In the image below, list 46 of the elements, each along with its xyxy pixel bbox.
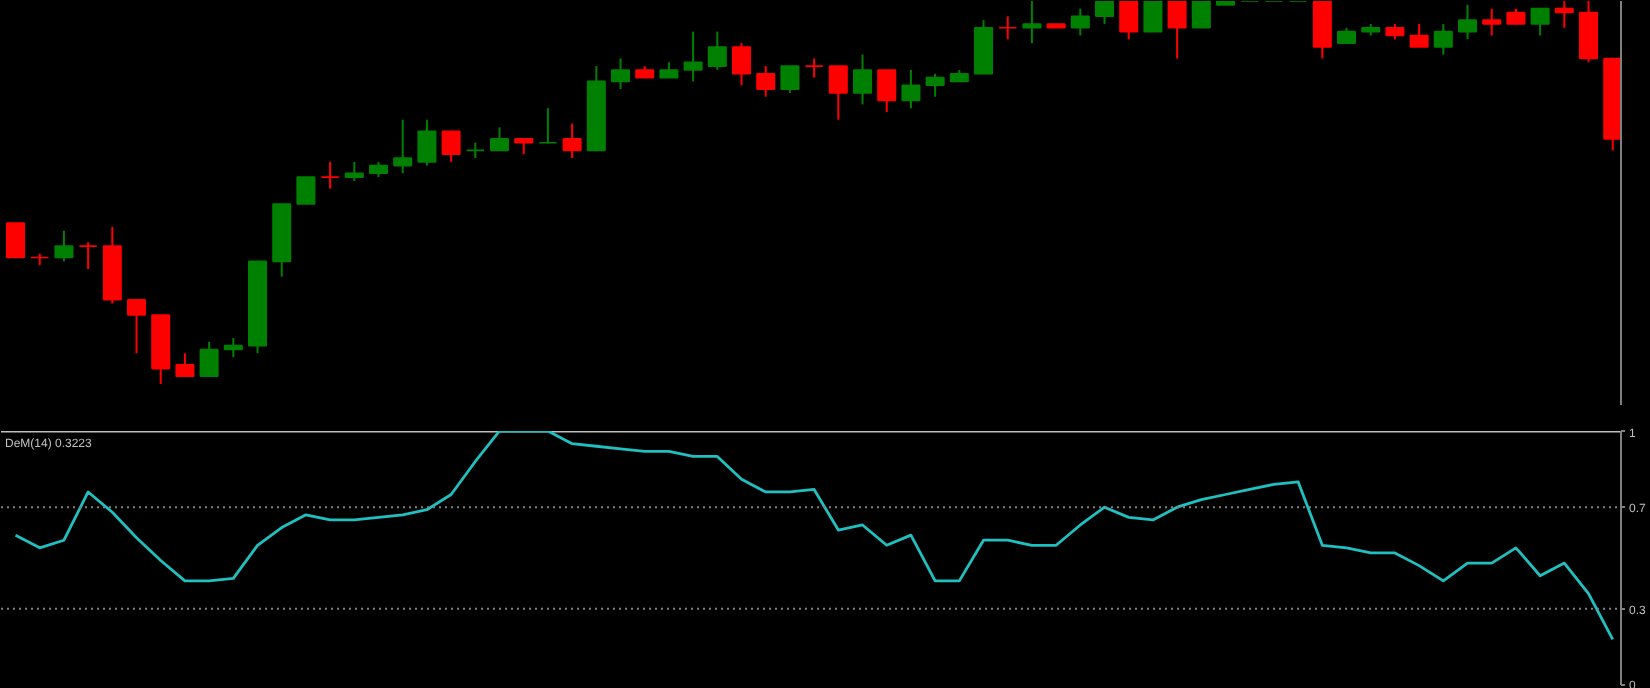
candlestick [853, 53, 873, 106]
candlestick [1554, 1, 1574, 29]
candlestick [1022, 1, 1042, 45]
candlestick [54, 229, 74, 263]
candlestick [175, 352, 195, 378]
candlestick [1482, 7, 1502, 37]
candlestick [756, 65, 776, 98]
candlestick [127, 298, 147, 355]
candlestick [6, 222, 26, 259]
candlestick [562, 122, 582, 159]
candlestick [707, 30, 727, 71]
candlestick [683, 30, 703, 83]
candlestick [1191, 1, 1211, 29]
candlestick [223, 336, 243, 359]
candlestick [1579, 1, 1599, 64]
candlestick [344, 160, 364, 182]
candlestick [465, 141, 485, 159]
candlestick [1119, 1, 1139, 41]
candlestick [1070, 7, 1090, 37]
candlestick [828, 65, 848, 121]
candlestick [296, 176, 316, 205]
candlestick [393, 118, 413, 175]
candlestick [974, 19, 994, 75]
candlestick [538, 107, 558, 144]
candlestick [1167, 1, 1187, 60]
candlestick [998, 15, 1018, 41]
candlestick [732, 42, 752, 87]
candlestick [320, 160, 340, 190]
candlestick [1409, 22, 1429, 48]
candlestick [1312, 1, 1332, 60]
candlestick [441, 130, 461, 163]
candlestick [1433, 22, 1453, 56]
candlestick [490, 126, 510, 152]
candlestick [417, 118, 437, 167]
candlestick [78, 241, 98, 271]
candlestick [199, 340, 219, 378]
candlestick [1458, 3, 1478, 41]
candlestick [1095, 1, 1115, 25]
candlestick [1530, 7, 1550, 37]
candlestick [1143, 1, 1163, 33]
candlestick [877, 68, 897, 114]
candlestick [925, 72, 945, 98]
candlestick [804, 57, 824, 79]
candlestick [901, 68, 921, 110]
candlestick [780, 65, 800, 94]
candlestick [611, 57, 631, 91]
